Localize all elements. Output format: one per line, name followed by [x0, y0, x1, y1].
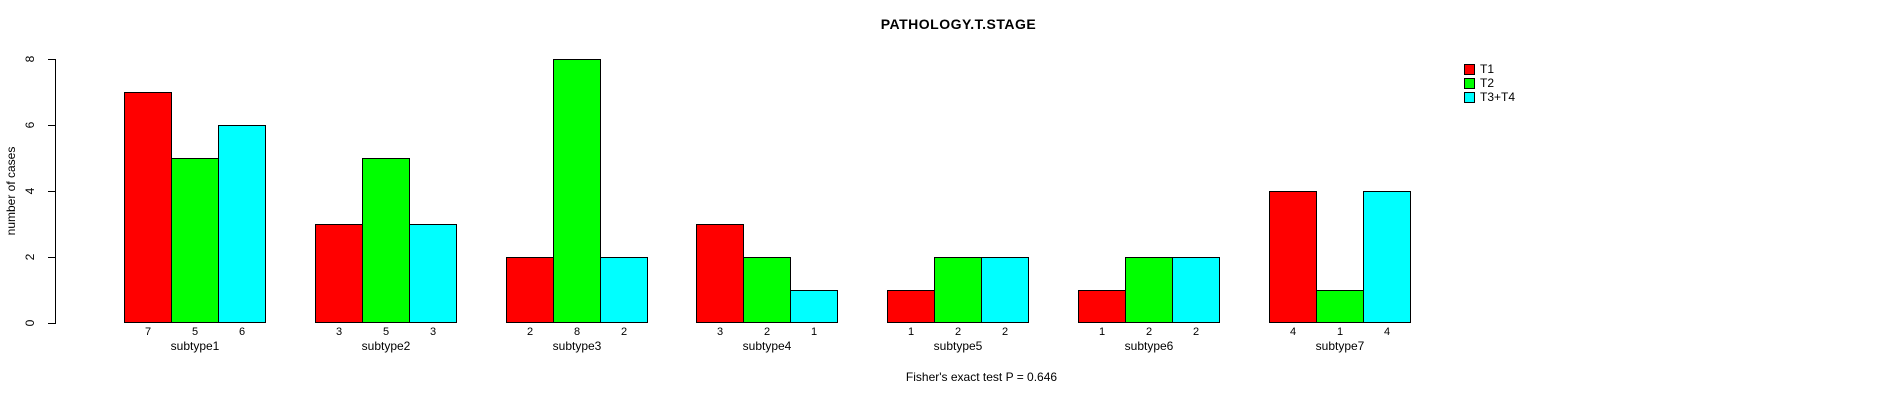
bar-T2-subtype1 — [171, 158, 219, 323]
y-axis-tick — [48, 191, 55, 192]
bar-value-label: 3 — [335, 326, 343, 338]
bar-value-label: 1 — [1336, 326, 1344, 338]
legend-swatch-t2 — [1464, 78, 1475, 89]
legend-label-t3t4: T3+T4 — [1480, 90, 1516, 104]
y-axis-tick — [48, 125, 55, 126]
bar-T2-subtype3 — [553, 59, 601, 323]
bar-T1-subtype2 — [315, 224, 363, 323]
y-axis-tick-label: 6 — [23, 121, 37, 129]
bar-T3+T4-subtype1 — [218, 125, 266, 323]
bar-T1-subtype7 — [1269, 191, 1317, 323]
bar-value-label: 2 — [1145, 326, 1153, 338]
y-axis-tick-label: 8 — [23, 55, 37, 63]
x-category-label: subtype1 — [170, 339, 220, 353]
bar-T2-subtype7 — [1316, 290, 1364, 323]
legend-item-t1: T1 — [1464, 63, 1515, 76]
bar-T3+T4-subtype5 — [981, 257, 1029, 323]
x-category-label: subtype4 — [742, 339, 792, 353]
bar-value-label: 7 — [144, 326, 152, 338]
bar-T1-subtype6 — [1078, 290, 1126, 323]
bar-value-label: 4 — [1383, 326, 1391, 338]
legend-swatch-t1 — [1464, 64, 1475, 75]
y-axis-tick — [48, 323, 55, 324]
bar-T1-subtype5 — [887, 290, 935, 323]
bar-T1-subtype4 — [696, 224, 744, 323]
stat-test-caption: Fisher's exact test P = 0.646 — [905, 370, 1058, 384]
bar-value-label: 2 — [1192, 326, 1200, 338]
bar-T2-subtype4 — [743, 257, 791, 323]
bar-T3+T4-subtype3 — [600, 257, 648, 323]
legend-label-t2: T2 — [1480, 76, 1495, 90]
bar-value-label: 6 — [238, 326, 246, 338]
legend-item-t3t4: T3+T4 — [1464, 91, 1515, 104]
y-axis-tick-label: 4 — [23, 187, 37, 195]
bar-value-label: 1 — [907, 326, 915, 338]
bar-T2-subtype6 — [1125, 257, 1173, 323]
bar-value-label: 1 — [1098, 326, 1106, 338]
bar-T3+T4-subtype4 — [790, 290, 838, 323]
x-category-label: subtype5 — [933, 339, 983, 353]
bar-value-label: 3 — [716, 326, 724, 338]
x-category-label: subtype3 — [552, 339, 602, 353]
bar-value-label: 4 — [1289, 326, 1297, 338]
bar-value-label: 5 — [191, 326, 199, 338]
bar-T3+T4-subtype7 — [1363, 191, 1411, 323]
y-axis-line — [55, 59, 56, 324]
bar-value-label: 1 — [810, 326, 818, 338]
bar-value-label: 2 — [526, 326, 534, 338]
bar-value-label: 8 — [573, 326, 581, 338]
legend-swatch-t3t4 — [1464, 92, 1475, 103]
y-axis-tick-label: 0 — [23, 319, 37, 327]
bar-value-label: 2 — [763, 326, 771, 338]
x-category-label: subtype2 — [361, 339, 411, 353]
bar-T2-subtype5 — [934, 257, 982, 323]
y-axis-tick-label: 2 — [23, 253, 37, 261]
legend-item-t2: T2 — [1464, 77, 1515, 90]
bar-T3+T4-subtype2 — [409, 224, 457, 323]
x-category-label: subtype7 — [1315, 339, 1365, 353]
bar-value-label: 5 — [382, 326, 390, 338]
bar-value-label: 2 — [1001, 326, 1009, 338]
y-axis-tick — [48, 59, 55, 60]
bar-value-label: 2 — [954, 326, 962, 338]
bar-T1-subtype1 — [124, 92, 172, 323]
legend-label-t1: T1 — [1480, 62, 1495, 76]
bar-T3+T4-subtype6 — [1172, 257, 1220, 323]
bar-T2-subtype2 — [362, 158, 410, 323]
x-category-label: subtype6 — [1124, 339, 1174, 353]
legend: T1 T2 T3+T4 — [1464, 63, 1515, 105]
bar-T1-subtype3 — [506, 257, 554, 323]
bar-value-label: 2 — [620, 326, 628, 338]
chart-title: PATHOLOGY.T.STAGE — [880, 16, 1037, 32]
y-axis-title: number of cases — [4, 146, 18, 236]
bar-value-label: 3 — [429, 326, 437, 338]
y-axis-tick — [48, 257, 55, 258]
